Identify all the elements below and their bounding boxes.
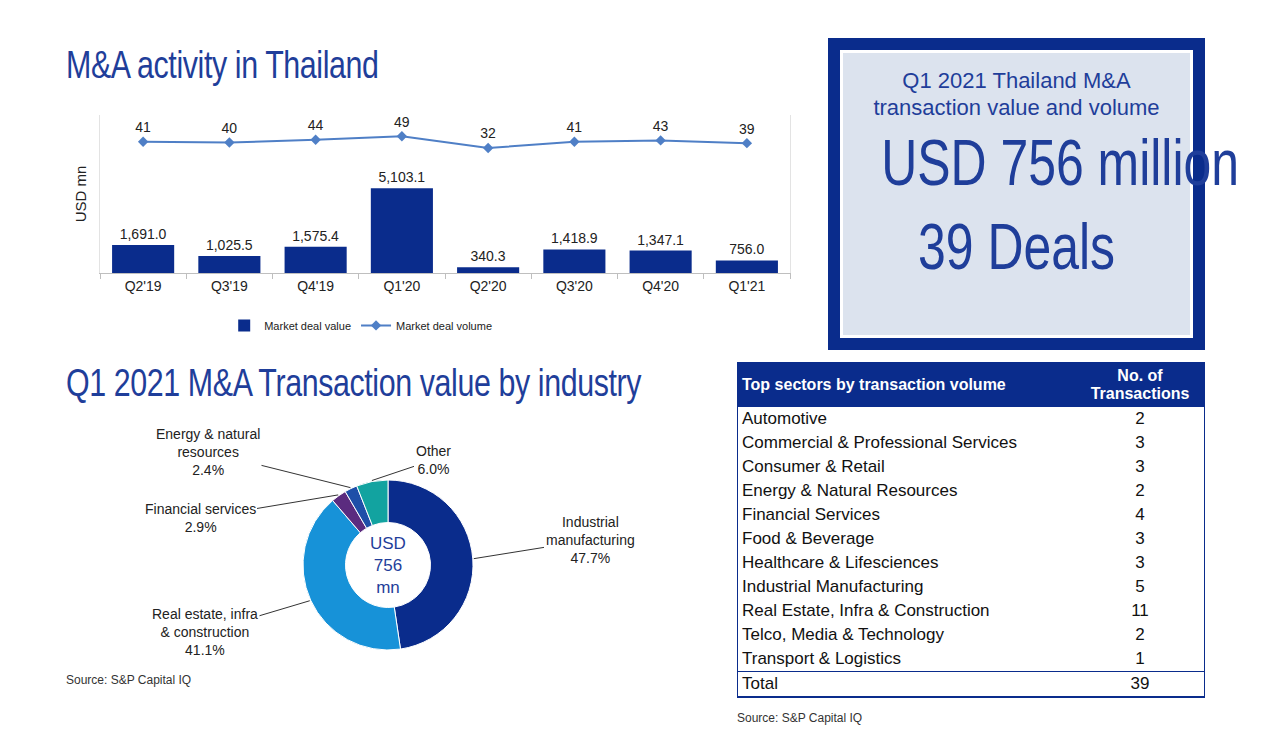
svg-text:Q2'19: Q2'19: [125, 278, 162, 294]
svg-text:Other6.0%: Other6.0%: [416, 443, 451, 477]
svg-text:40: 40: [222, 120, 238, 136]
svg-text:Q4'19: Q4'19: [297, 278, 334, 294]
html-text:11: 11: [1131, 601, 1149, 620]
svg-text:Q1'21: Q1'21: [728, 278, 765, 294]
svg-text:Market deal value: Market deal value: [264, 320, 351, 332]
html-text:Q1 2021 M&A Transaction value: Q1 2021 M&A Transaction value by industr…: [66, 362, 641, 404]
svg-text:32: 32: [480, 125, 496, 141]
html-text:2: 2: [1135, 481, 1145, 500]
svg-text:39: 39: [739, 121, 755, 137]
svg-text:Q1'20: Q1'20: [383, 278, 420, 294]
html-text:5: 5: [1135, 577, 1145, 596]
html-text:Transport & Logistics: Transport & Logistics: [742, 649, 901, 668]
svg-text:44: 44: [308, 117, 324, 133]
html-text:Industrial Manufacturing: Industrial Manufacturing: [742, 577, 924, 596]
html-text:3: 3: [1135, 529, 1145, 548]
svg-text:Industrialmanufacturing47.7%: Industrialmanufacturing47.7%: [546, 514, 635, 566]
html-text:3: 3: [1135, 457, 1145, 476]
svg-text:49: 49: [394, 114, 410, 130]
svg-text:Real estate, infra& constructi: Real estate, infra& construction41.1%: [152, 606, 258, 658]
html-text:39 Deals: 39 Deals: [918, 211, 1115, 283]
html-text:Top sectors by transaction vol: Top sectors by transaction volume: [742, 376, 1006, 393]
html-text:3: 3: [1135, 433, 1145, 452]
html-text:3: 3: [1135, 553, 1145, 572]
html-text:Energy & Natural Resources: Energy & Natural Resources: [742, 481, 958, 500]
svg-text:Q3'20: Q3'20: [556, 278, 593, 294]
svg-text:1,025.5: 1,025.5: [206, 237, 253, 253]
svg-text:1,418.9: 1,418.9: [551, 230, 598, 246]
html-text:Food & Beverage: Food & Beverage: [742, 529, 875, 548]
svg-text:1,347.1: 1,347.1: [637, 232, 684, 248]
svg-text:1,691.0: 1,691.0: [120, 226, 167, 242]
svg-text:USD756mn: USD756mn: [370, 534, 406, 597]
html-text:2: 2: [1135, 409, 1145, 428]
html-text:1: 1: [1135, 649, 1145, 668]
html-text:Financial Services: Financial Services: [742, 505, 880, 524]
html-text:Real Estate, Infra & Construct: Real Estate, Infra & Construction: [742, 601, 990, 620]
html-text:Source: S&P Capital IQ: Source: S&P Capital IQ: [66, 673, 192, 687]
html-text:4: 4: [1135, 505, 1145, 524]
html-text:Consumer & Retail: Consumer & Retail: [742, 457, 885, 476]
html-text:No. of Transactions: No. of Transactions: [1090, 367, 1190, 402]
html-text:39: 39: [1130, 674, 1150, 693]
svg-text:Q4'20: Q4'20: [642, 278, 679, 294]
html-text:Healthcare & Lifesciences: Healthcare & Lifesciences: [742, 553, 939, 572]
html-text:Commercial & Professional Serv: Commercial & Professional Services: [742, 433, 1017, 452]
svg-text:1,575.4: 1,575.4: [292, 228, 339, 244]
svg-text:756.0: 756.0: [729, 241, 764, 257]
html-text:2: 2: [1135, 625, 1145, 644]
svg-text:Energy & naturalresources2.4%: Energy & naturalresources2.4%: [156, 426, 260, 478]
svg-text:Q3'19: Q3'19: [211, 278, 248, 294]
html-text:Telco, Media & Technology: Telco, Media & Technology: [742, 625, 944, 644]
svg-text:Financial services2.9%: Financial services2.9%: [145, 501, 256, 535]
svg-text:USD mn: USD mn: [72, 166, 89, 223]
html-text:Total: Total: [742, 674, 778, 693]
svg-text:Q2'20: Q2'20: [470, 278, 507, 294]
svg-text:41: 41: [135, 119, 151, 135]
html-text:M&A activity in Thailand: M&A activity in Thailand: [66, 44, 379, 86]
svg-text:43: 43: [653, 118, 669, 134]
svg-text:41: 41: [567, 119, 583, 135]
html-text:Q1 2021 Thailand M&A transacti: Q1 2021 Thailand M&A transaction value a…: [873, 68, 1160, 120]
svg-text:Market deal volume: Market deal volume: [396, 320, 492, 332]
svg-text:340.3: 340.3: [471, 248, 506, 264]
html-text:USD 756 million: USD 756 million: [881, 127, 1240, 199]
svg-text:5,103.1: 5,103.1: [378, 169, 425, 185]
html-text:Source: S&P Capital IQ: Source: S&P Capital IQ: [737, 711, 863, 725]
html-text:Automotive: Automotive: [742, 409, 827, 428]
